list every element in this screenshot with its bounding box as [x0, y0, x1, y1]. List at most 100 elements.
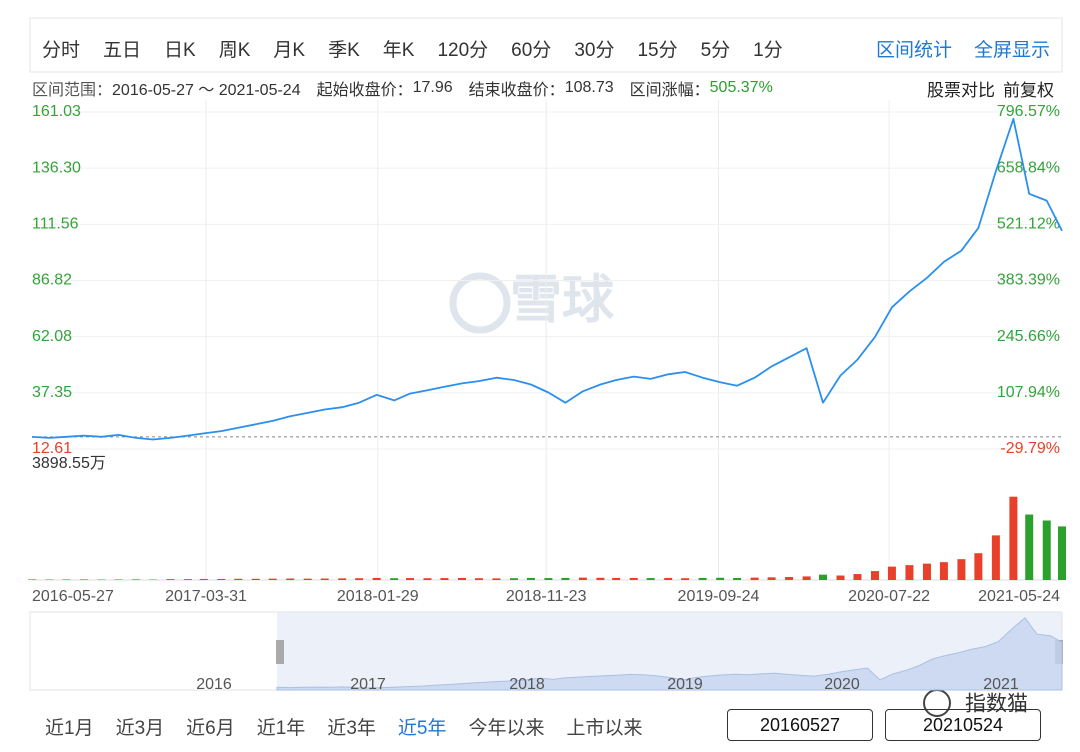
- volume-bar: [286, 578, 295, 580]
- x-tick-label: 2017-03-31: [165, 588, 247, 605]
- y2-tick-label: 245.66%: [997, 328, 1060, 345]
- navigator-year: 2016: [196, 676, 232, 693]
- summary-value: 108.73: [564, 79, 614, 96]
- y-tick-label: 161.03: [32, 103, 81, 120]
- volume-bar: [320, 578, 329, 580]
- volume-bar: [423, 578, 432, 580]
- range-button[interactable]: 今年以来: [468, 717, 545, 739]
- period-button[interactable]: 1分: [753, 39, 783, 61]
- volume-tick-label: 3898.55万: [32, 455, 106, 472]
- period-button[interactable]: 周K: [218, 39, 251, 61]
- period-button[interactable]: 年K: [382, 39, 415, 61]
- y-tick-label: 86.82: [32, 272, 72, 289]
- x-tick-label: 2020-07-22: [848, 588, 930, 605]
- y-tick-label: 111.56: [32, 216, 79, 233]
- period-button[interactable]: 60分: [511, 39, 552, 61]
- range-button[interactable]: 近3月: [115, 717, 165, 739]
- range-button[interactable]: 近5年: [397, 717, 447, 739]
- navigator-area: [276, 617, 1063, 691]
- summary-value: 2016-05-27 ～ 2021-05-24: [112, 82, 301, 99]
- volume-bar: [114, 579, 123, 580]
- volume-bar: [474, 578, 483, 580]
- volume-bar: [922, 563, 931, 580]
- volume-bar: [390, 578, 399, 580]
- volume-bar: [199, 578, 208, 580]
- summary-value: 17.96: [412, 79, 453, 96]
- range-button[interactable]: 近6月: [186, 717, 235, 739]
- navigator-handle: [276, 640, 284, 664]
- volume-bar: [79, 579, 88, 580]
- navigator-year: 2020: [824, 676, 860, 693]
- y2-tick-label: -29.79%: [1000, 440, 1060, 457]
- summary: 区间范围： 2016-05-27 ～ 2021-05-24 起始收盘价： 17.96 结…: [32, 77, 773, 99]
- volume-bar: [870, 571, 879, 580]
- volume-bar: [802, 576, 811, 580]
- volume-bar: [1042, 520, 1051, 580]
- start-input[interactable]: 20160527: [727, 709, 873, 741]
- volume-bar: [836, 575, 845, 580]
- range-buttons: 近1月 近3月 近6月 近1年 近3年 近5年 今年以来 上市以来: [45, 708, 643, 744]
- volume-bar: [234, 578, 243, 580]
- volume-bar: [1025, 514, 1034, 580]
- x-tick-label: 2019-09-24: [678, 588, 760, 605]
- navigator-year: 2018: [509, 676, 545, 693]
- price-line: [31, 118, 1063, 441]
- summary-label: 起始收盘价：: [316, 82, 413, 99]
- y2-tick-label: 658.84%: [997, 159, 1060, 176]
- volume-bar: [509, 578, 518, 580]
- summary-label: 区间范围：: [32, 82, 113, 99]
- volume-bar: [544, 578, 553, 580]
- summary-link[interactable]: 前复权: [1003, 80, 1054, 100]
- summary-link[interactable]: 股票对比: [927, 80, 995, 100]
- range-button[interactable]: 近3年: [327, 717, 376, 739]
- range-button[interactable]: 近1年: [256, 717, 306, 739]
- volume-bar: [698, 577, 707, 580]
- period-button[interactable]: 15分: [637, 39, 678, 61]
- volume-bar: [251, 578, 260, 580]
- period-button[interactable]: 日K: [164, 39, 196, 61]
- volume-bar: [887, 566, 896, 580]
- volume-bar: [716, 577, 725, 580]
- action-toolbar: 区间统计 全屏显示: [876, 28, 1050, 68]
- period-button[interactable]: 季K: [328, 39, 360, 61]
- y-tick-label: 136.30: [32, 159, 81, 176]
- period-button[interactable]: 30分: [574, 39, 615, 61]
- end-input[interactable]: 20210524: [885, 709, 1041, 741]
- volume-bar: [338, 578, 347, 580]
- range-button[interactable]: 上市以来: [566, 717, 643, 739]
- action-button[interactable]: 全屏显示: [973, 39, 1050, 61]
- volume-bar: [974, 553, 983, 580]
- volume-bar: [372, 577, 381, 580]
- x-tick-label: 2018-11-23: [506, 588, 587, 605]
- volume-bar: [303, 578, 312, 580]
- period-button[interactable]: 120分: [437, 39, 489, 61]
- x-tick-label: 2018-01-29: [337, 588, 419, 605]
- summary-label: 结束收盘价：: [468, 82, 565, 99]
- volume-bar: [131, 579, 140, 580]
- volume-bar: [612, 577, 621, 580]
- volume-bar: [457, 577, 466, 580]
- volume-bar: [355, 578, 364, 580]
- action-button[interactable]: 区间统计: [875, 39, 952, 61]
- volume-bar: [905, 565, 914, 580]
- volume-bar: [405, 578, 414, 580]
- volume-bar: [750, 577, 759, 580]
- volume-bar: [268, 578, 277, 580]
- x-tick-label: 2021-05-24: [978, 588, 1060, 605]
- volume-bar: [939, 562, 948, 580]
- navigator-year: 2017: [350, 676, 386, 693]
- volume-bar: [681, 578, 690, 580]
- volume-bar: [1058, 526, 1066, 580]
- range-button[interactable]: 近1月: [45, 717, 94, 739]
- navigator-year: 2019: [667, 676, 703, 693]
- y2-tick-label: 796.57%: [997, 103, 1060, 120]
- y-tick-label: 12.61: [32, 440, 72, 457]
- period-button[interactable]: 五日: [103, 39, 142, 61]
- period-button[interactable]: 5分: [700, 39, 731, 61]
- volume-bar: [62, 579, 71, 580]
- period-button[interactable]: 月K: [273, 39, 306, 61]
- volume-bar: [28, 579, 36, 580]
- period-button[interactable]: 分时: [42, 39, 81, 61]
